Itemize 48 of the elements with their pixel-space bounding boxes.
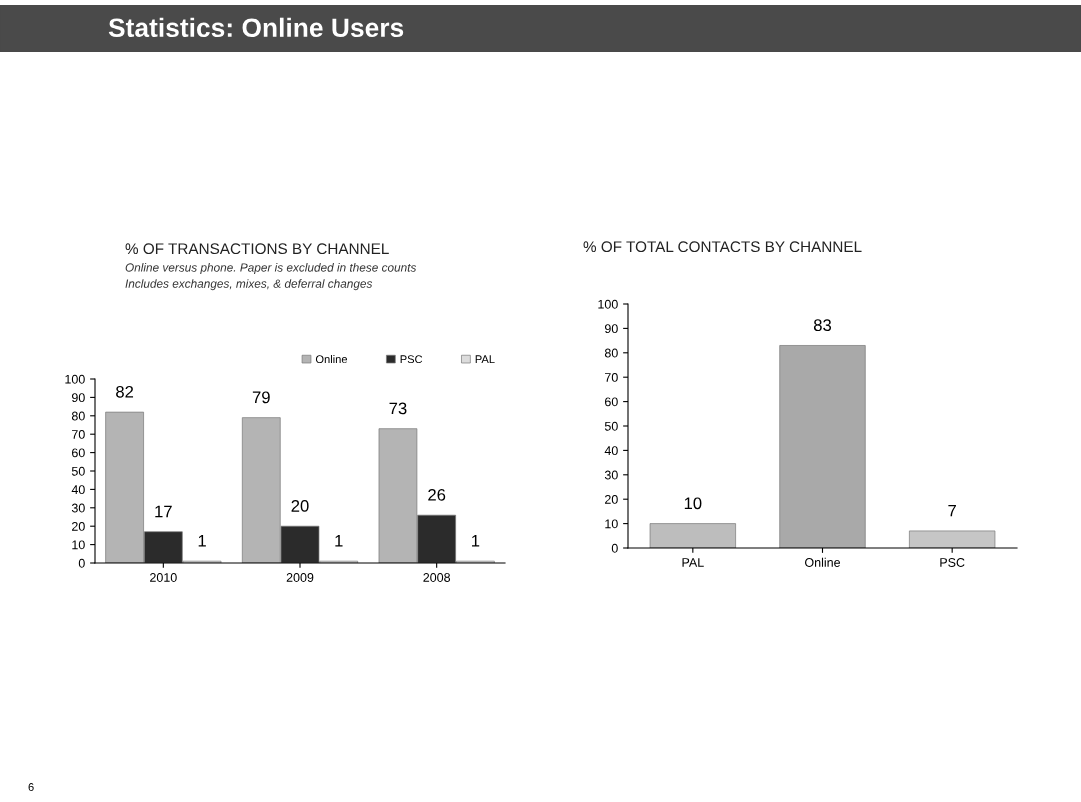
y-tick-label: 50 xyxy=(71,466,85,476)
y-tick-label: 90 xyxy=(71,393,85,403)
y-tick-label: 80 xyxy=(604,348,618,358)
y-tick-label: 40 xyxy=(604,446,618,456)
data-label: 1 xyxy=(198,535,206,547)
y-tick-label: 50 xyxy=(604,421,618,431)
y-tick-label: 100 xyxy=(598,299,618,309)
x-tick-label: 2008 xyxy=(423,573,451,582)
y-tick-label: 100 xyxy=(65,374,85,384)
x-tick-label: 2009 xyxy=(286,573,314,582)
y-tick-label: 10 xyxy=(72,540,85,550)
x-tick-label: Online xyxy=(805,557,841,567)
data-label: 83 xyxy=(813,319,832,332)
y-tick-label: 20 xyxy=(605,495,618,504)
data-label: 17 xyxy=(155,505,172,518)
data-label: 82 xyxy=(116,385,134,398)
y-tick-label: 40 xyxy=(71,485,85,495)
chart-subtitle: Online versus phone. Paper is excluded in these counts Includes exchanges, mixes, & deferral changes xyxy=(125,263,417,291)
y-tick-label: 0 xyxy=(78,558,85,568)
y-tick-label: 60 xyxy=(72,448,85,458)
y-tick-label: 10 xyxy=(605,519,618,529)
legend-label: PSC xyxy=(400,355,423,364)
y-tick-label: 80 xyxy=(71,411,85,421)
data-label: 26 xyxy=(428,488,446,501)
y-tick-label: 0 xyxy=(611,543,618,553)
y-tick-label: 20 xyxy=(72,522,85,531)
data-label: 73 xyxy=(389,402,407,415)
data-label: 1 xyxy=(335,535,343,547)
x-tick-label: PSC xyxy=(940,558,965,567)
y-tick-label: 70 xyxy=(605,373,618,382)
legend-label: PAL xyxy=(475,355,495,364)
data-label: 20 xyxy=(291,499,309,512)
x-tick-label: 2010 xyxy=(150,573,177,582)
data-label: 1 xyxy=(472,535,480,547)
data-label: 79 xyxy=(252,391,270,404)
x-tick-label: PAL xyxy=(682,558,704,567)
y-tick-label: 30 xyxy=(71,503,85,513)
y-tick-label: 30 xyxy=(604,470,618,480)
text: Statistics: Online Users xyxy=(108,17,404,38)
y-tick-label: 60 xyxy=(605,397,618,407)
y-tick-label: 90 xyxy=(604,324,618,334)
text: 6 xyxy=(28,783,34,791)
y-tick-label: 70 xyxy=(72,430,85,439)
chart-title: % OF TOTAL CONTACTS BY CHANNEL xyxy=(583,241,862,253)
legend-label: Online xyxy=(315,354,348,364)
data-label: 7 xyxy=(948,504,956,517)
chart-title: % OF TRANSACTIONS BY CHANNEL xyxy=(125,243,389,255)
data-label: 10 xyxy=(684,497,702,510)
